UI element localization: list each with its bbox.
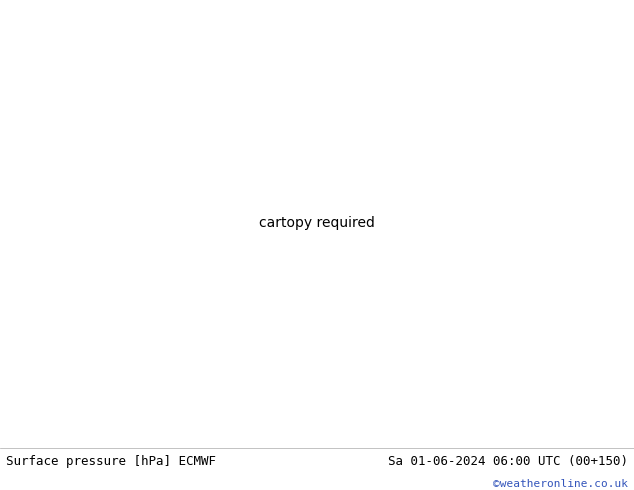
Text: Surface pressure [hPa] ECMWF: Surface pressure [hPa] ECMWF [6, 456, 216, 468]
Text: ©weatheronline.co.uk: ©weatheronline.co.uk [493, 479, 628, 489]
Text: cartopy required: cartopy required [259, 217, 375, 230]
Text: Sa 01-06-2024 06:00 UTC (00+150): Sa 01-06-2024 06:00 UTC (00+150) [387, 456, 628, 468]
